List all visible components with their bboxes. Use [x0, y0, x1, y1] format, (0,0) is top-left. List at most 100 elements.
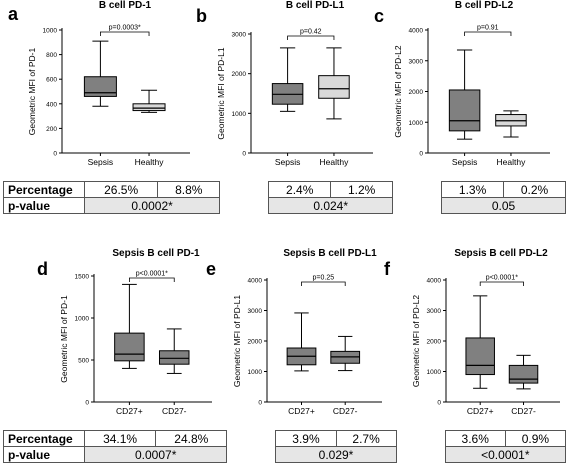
percentage-cell: 8.8% [157, 181, 221, 198]
box [465, 337, 495, 376]
y-tick-label: 1000 [427, 369, 442, 376]
pvalue-row: p-value 0.0007* 0.029* <0.0001* [3, 446, 567, 463]
box [318, 75, 350, 99]
x-tick-label: Healthy [320, 157, 350, 167]
y-tick-label: 2000 [427, 339, 442, 346]
y-tick-label: 4000 [427, 278, 442, 285]
chart-title: B cell PD-1 [99, 0, 152, 11]
percentage-cell: 3.6% [444, 430, 506, 447]
panel-letter: f [384, 259, 391, 279]
y-tick-label: 4000 [248, 278, 263, 285]
table-gap [226, 430, 277, 447]
table-gap [219, 181, 270, 198]
y-tick-label: 400 [46, 101, 57, 108]
significance-bracket [479, 281, 524, 286]
pvalue-cell: 0.0002* [83, 197, 221, 214]
x-tick-label: Healthy [135, 157, 165, 167]
table-gap [395, 446, 446, 463]
x-tick-label: CD27+ [467, 406, 494, 416]
significance-bracket [100, 31, 150, 36]
pvalue-label: p-value [3, 197, 85, 214]
percentage-label: Percentage [3, 181, 85, 198]
y-tick-label: 0 [242, 151, 246, 158]
y-tick-label: 2000 [248, 339, 263, 346]
chart-title: B cell PD-L2 [455, 0, 514, 11]
significance-bracket [464, 31, 512, 36]
y-tick-label: 1000 [409, 120, 424, 127]
stats-table-top: Percentage 26.5% 8.8% 2.4% 1.2% 1.3% 0.2… [3, 181, 566, 214]
y-tick-label: 3000 [427, 308, 442, 315]
y-tick-label: 1000 [43, 28, 58, 35]
chart-title: Sepsis B cell PD-1 [112, 248, 200, 259]
p-value-annotation: p=0.91 [477, 25, 499, 32]
significance-bracket [287, 35, 335, 40]
y-axis-label: Geometric MFI of PD-1 [27, 48, 37, 136]
y-axis-label: Geometric MFI of PD-L2 [411, 295, 421, 387]
percentage-cell: 2.4% [268, 181, 332, 198]
y-tick-label: 0 [437, 400, 441, 407]
percentage-cell: 2.7% [335, 430, 397, 447]
pvalue-cell: 0.029* [275, 446, 397, 463]
y-tick-label: 1000 [232, 111, 247, 118]
percentage-cell: 24.8% [155, 430, 228, 447]
y-tick-label: 0 [258, 400, 262, 407]
y-tick-label: 3000 [232, 32, 247, 39]
pvalue-cell: 0.05 [441, 197, 566, 214]
y-tick-label: 200 [46, 126, 57, 133]
y-tick-label: 1000 [248, 369, 263, 376]
x-tick-label: Sepsis [452, 157, 478, 167]
p-value-annotation: p=0.25 [313, 275, 335, 282]
x-tick-label: CD27- [511, 406, 536, 416]
x-tick-label: CD27+ [116, 406, 143, 416]
y-axis-label: Geometric MFI of PD-L1 [232, 295, 242, 387]
y-tick-label: 0 [53, 151, 57, 158]
percentage-cell: 1.3% [441, 181, 505, 198]
percentage-cell: 26.5% [83, 181, 159, 198]
percentage-cell: 0.9% [504, 430, 567, 447]
panel-letter: c [374, 6, 384, 26]
pvalue-row: p-value 0.0002* 0.024* 0.05 [3, 197, 566, 214]
chart-title: B cell PD-L1 [286, 0, 345, 11]
box [508, 364, 539, 384]
box [83, 76, 117, 97]
percentage-cell: 0.2% [503, 181, 566, 198]
panel-letter: b [196, 6, 207, 26]
y-tick-label: 500 [78, 358, 89, 365]
y-tick-label: 1000 [75, 316, 90, 323]
box [158, 350, 190, 365]
table-gap [392, 197, 443, 214]
y-tick-label: 600 [46, 77, 57, 84]
table-gap [395, 430, 446, 447]
y-axis-label: Geometric MFI of PD-1 [59, 295, 69, 383]
pvalue-cell: <0.0001* [444, 446, 567, 463]
box [448, 89, 481, 132]
y-axis-label: Geometric MFI of PD-L2 [393, 45, 403, 137]
table-gap [392, 181, 443, 198]
box [132, 103, 166, 112]
pvalue-label: p-value [3, 446, 85, 463]
y-tick-label: 800 [46, 52, 57, 59]
y-tick-label: 4000 [409, 28, 424, 35]
percentage-cell: 3.9% [275, 430, 337, 447]
p-value-annotation: p<0.0001* [136, 271, 168, 278]
x-tick-label: Healthy [497, 157, 527, 167]
percentage-cell: 1.2% [330, 181, 394, 198]
y-axis-label: Geometric MFI of PD-L1 [216, 47, 226, 139]
y-tick-label: 1500 [75, 274, 90, 281]
percentage-label: Percentage [3, 430, 85, 447]
table-gap [226, 446, 277, 463]
x-tick-label: CD27+ [288, 406, 315, 416]
box [114, 332, 145, 362]
x-tick-label: CD27- [333, 406, 358, 416]
percentage-row: Percentage 26.5% 8.8% 2.4% 1.2% 1.3% 0.2… [3, 181, 566, 198]
panel-letter: e [206, 259, 216, 279]
stats-table-bottom: Percentage 34.1% 24.8% 3.9% 2.7% 3.6% 0.… [3, 430, 567, 463]
pvalue-cell: 0.0007* [83, 446, 228, 463]
percentage-row: Percentage 34.1% 24.8% 3.9% 2.7% 3.6% 0.… [3, 430, 567, 447]
significance-bracket [301, 281, 346, 286]
y-tick-label: 0 [85, 400, 89, 407]
p-value-annotation: p=0.42 [300, 29, 322, 36]
x-tick-label: Sepsis [275, 157, 301, 167]
p-value-annotation: p<0.0001* [486, 275, 518, 282]
